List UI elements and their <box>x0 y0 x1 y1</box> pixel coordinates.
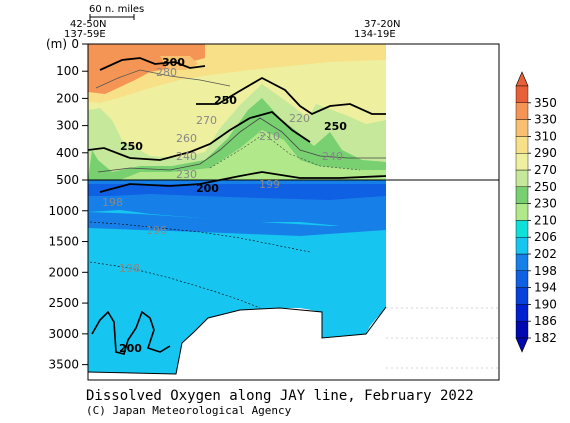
contour-label: 200 <box>119 342 142 355</box>
colorbar-label: 202 <box>534 247 557 261</box>
chart-title: Dissolved Oxygen along JAY line, Februar… <box>86 388 474 404</box>
station-header: 60 n. miles 42-50N 137-59E 37-20N 134-19… <box>64 4 401 40</box>
field-198-band <box>88 212 386 236</box>
contour-250-upper <box>196 76 386 116</box>
colorbar-label: 194 <box>534 281 557 295</box>
contour-label: 220 <box>289 112 310 125</box>
contour-label: 250 <box>214 94 237 107</box>
colorbar-swatch <box>515 119 529 137</box>
contour-label: 200 <box>196 182 219 195</box>
field-190-band <box>88 184 386 200</box>
colorbar-label: 350 <box>534 96 557 110</box>
colorbar-swatch <box>515 152 529 171</box>
colorbar-swatch <box>515 102 529 120</box>
colorbar-label: 250 <box>534 180 557 194</box>
y-tick-label: 400 <box>56 146 79 160</box>
colorbar-swatch <box>515 287 529 305</box>
colorbar-label: 270 <box>534 163 557 177</box>
contour-lines <box>88 57 387 375</box>
contour-label: 270 <box>196 114 217 127</box>
colorbar-swatch <box>515 270 529 288</box>
contour-label: 260 <box>176 132 197 145</box>
contour-label: 240 <box>176 150 197 163</box>
colorbar-swatch <box>515 321 529 339</box>
colorbar-label: 186 <box>534 314 557 328</box>
lower-gridlines <box>386 307 499 369</box>
seafloor-line <box>88 306 387 375</box>
y-tick-label: 200 <box>56 91 79 105</box>
colorbar-label: 310 <box>534 129 557 143</box>
colorbar-label: 206 <box>534 230 557 244</box>
contour-label: 210 <box>259 130 280 143</box>
colorbar-swatch <box>515 253 529 271</box>
contour-220 <box>209 133 361 171</box>
section-fill <box>88 44 499 380</box>
colorbar-top-arrow <box>515 71 529 87</box>
y-tick-label: 3500 <box>48 358 79 372</box>
contour-label: 300 <box>162 56 185 69</box>
colorbar-label: 198 <box>534 264 557 278</box>
colorbar-swatch <box>515 203 529 221</box>
field-210-band <box>120 130 386 180</box>
contour-300 <box>99 57 206 71</box>
bathymetry-mask <box>88 307 386 380</box>
left-station-lat: 42-50N <box>70 19 107 30</box>
contour-200 <box>99 171 387 193</box>
y-tick-label: 2500 <box>48 296 79 310</box>
contour-280 <box>95 69 231 89</box>
y-tick-label: 1000 <box>48 204 79 218</box>
contour-label: 280 <box>156 66 177 79</box>
y-axis-lower-ticks: 1000 1500 2000 2500 3000 3500 <box>48 204 88 372</box>
colorbar-swatch <box>515 169 529 187</box>
colorbar-swatch <box>515 304 529 322</box>
y-tick-label: 300 <box>56 119 79 133</box>
left-station-lon: 137-59E <box>64 29 106 40</box>
right-station-lon: 134-19E <box>354 29 396 40</box>
contour-label: 198 <box>119 262 140 275</box>
colorbar-swatch <box>515 236 529 255</box>
y-tick-label: 2000 <box>48 265 79 279</box>
contour-240 <box>97 117 386 173</box>
right-station-lat: 37-20N <box>364 19 401 30</box>
contour-label: 250 <box>120 140 143 153</box>
contour-label: 198 <box>102 196 123 209</box>
colorbar-label: 190 <box>534 297 557 311</box>
plot-frame <box>87 43 500 381</box>
y-axis-unit-label: (m) <box>46 37 67 51</box>
colorbar-label: 290 <box>534 146 557 160</box>
colorbar-swatch <box>515 136 529 154</box>
colorbar-label: 182 <box>534 331 557 345</box>
colorbar-swatch <box>515 85 529 103</box>
contour-250-lower <box>88 111 311 161</box>
colorbar-label: 230 <box>534 197 557 211</box>
colorbar-label: 330 <box>534 113 557 127</box>
colorbar-swatch <box>515 220 529 238</box>
y-tick-label: 3000 <box>48 327 79 341</box>
contour-200-deep <box>91 310 171 355</box>
contour-198-lower <box>89 261 261 309</box>
contour-label: 240 <box>322 150 343 163</box>
colorbar: 182 186 190 194 198 202 206 210 230 250 270 290 310 3… <box>515 71 557 353</box>
y-tick-label: 100 <box>56 64 79 78</box>
colorbar-bottom-arrow <box>515 337 529 353</box>
y-tick-label: 1500 <box>48 235 79 249</box>
field-230-band <box>88 98 386 180</box>
y-axis-upper-ticks: 0 100 200 300 400 500 <box>56 37 88 187</box>
y-tick-label: 0 <box>71 37 79 51</box>
credit-line: (C) Japan Meteorological Agency <box>86 404 292 417</box>
colorbar-swatch <box>515 186 529 204</box>
scale-bar-label: 60 n. miles <box>89 4 144 15</box>
contour-label: 196 <box>146 224 167 237</box>
colorbar-label: 210 <box>534 213 557 227</box>
contour-label: 230 <box>176 168 197 181</box>
y-tick-label: 500 <box>56 173 79 187</box>
contour-label: 199 <box>259 178 280 191</box>
bathymetry-mask-right <box>386 44 499 380</box>
contour-label: 250 <box>324 120 347 133</box>
